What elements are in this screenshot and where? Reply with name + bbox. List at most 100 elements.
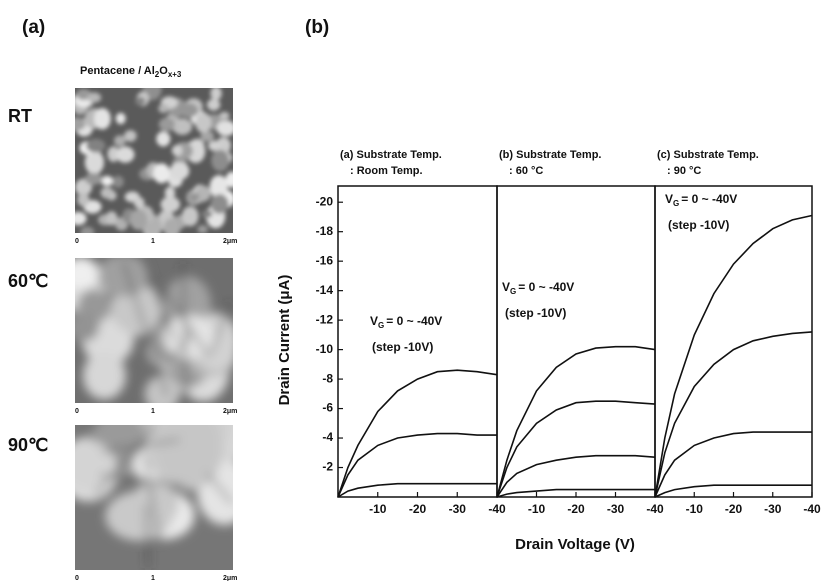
- afm-grain: [135, 97, 146, 106]
- annotation-text: = 0 ~ -40V: [386, 314, 442, 328]
- iv-plots: (a) Substrate Temp.: Room Temp.VG = 0 ~ -…: [316, 149, 821, 516]
- afm-grain: [215, 137, 231, 154]
- row-label: 90℃: [8, 435, 48, 455]
- afm-grain: [164, 186, 176, 200]
- y-tick-label: -14: [316, 283, 334, 297]
- x-tick-label: -40: [646, 502, 664, 516]
- afm-grain: [107, 146, 120, 162]
- afm-grain: [102, 176, 113, 187]
- annotation: VG = 0 ~ -40V: [665, 192, 737, 208]
- afm-grain: [163, 315, 216, 360]
- afm-grain: [189, 192, 200, 202]
- y-tick-label: -12: [316, 312, 334, 326]
- afm-boundary: [206, 473, 233, 505]
- y-tick-label: -18: [316, 224, 334, 238]
- iv-curve: [337, 369, 498, 498]
- plot-subtitle: : 60 °C: [509, 165, 543, 177]
- y-tick-label: -2: [322, 460, 333, 474]
- afm-grain: [197, 225, 208, 233]
- plot-title: (b) Substrate Temp.: [499, 149, 601, 161]
- afm-grain: [113, 135, 126, 147]
- afm-grain: [75, 117, 86, 131]
- annotation: VG = 0 ~ -40V: [502, 280, 574, 296]
- x-tick-label: -40: [803, 502, 821, 516]
- iv-curve: [654, 214, 813, 498]
- y-tick-label: -16: [316, 253, 334, 267]
- y-tick-label: -8: [322, 371, 333, 385]
- iv-curve: [337, 482, 497, 498]
- plot-panel: (c) Substrate Temp. : 90 °C VG = 0 ~ -40V (s…: [654, 149, 821, 516]
- afm-grain: [155, 425, 223, 491]
- afm-grain: [133, 197, 145, 209]
- afm-grain: [144, 375, 180, 403]
- iv-curve: [654, 331, 813, 498]
- afm-grain: [75, 441, 116, 493]
- afm-grain: [209, 175, 228, 199]
- afm-grain: [84, 150, 105, 175]
- scale-label: 0: [75, 575, 79, 581]
- plot-panel: (a) Substrate Temp.: Room Temp. VG = 0 ~ -…: [316, 149, 506, 516]
- afm-grain: [87, 92, 102, 103]
- plot-panel: (b) Substrate Temp. : 60 °C VG = 0 ~ -40V (s…: [496, 149, 664, 516]
- afm-grain: [169, 162, 190, 180]
- afm-grain: [195, 112, 212, 133]
- y-tick-label: -4: [322, 430, 333, 444]
- afm-grain: [105, 211, 118, 226]
- afm-grain: [124, 130, 137, 142]
- x-tick-label: -10: [686, 502, 704, 516]
- annotation-text: = 0 ~ -40V: [681, 192, 737, 206]
- afm-images: RT 0 1 2μm 60℃ 0 1 2μm 90℃ 0 1 2μm: [8, 88, 237, 581]
- afm-grain: [77, 192, 90, 207]
- afm-grain: [100, 187, 114, 199]
- afm-grain: [216, 120, 233, 137]
- annotation: VG = 0 ~ -40V: [370, 314, 442, 330]
- x-tick-label: -40: [488, 502, 506, 516]
- afm-grain: [206, 98, 221, 111]
- x-tick-label: -30: [607, 502, 625, 516]
- afm-grain: [86, 138, 106, 153]
- iv-curve: [496, 345, 656, 498]
- scale-label: 0: [75, 408, 79, 415]
- afm-grain: [163, 218, 181, 233]
- x-tick-label: -10: [528, 502, 546, 516]
- afm-grains: [75, 88, 233, 233]
- scale-label: 1: [151, 238, 155, 245]
- y-tick-label: -20: [316, 194, 334, 208]
- afm-title: Pentacene / Al2Ox+3: [80, 65, 182, 79]
- afm-grain: [160, 196, 181, 213]
- afm-grain: [84, 172, 102, 185]
- afm-grain: [210, 88, 222, 101]
- afm-grain: [105, 491, 173, 541]
- plot-subtitle: : Room Temp.: [350, 165, 423, 177]
- scale-label: 2μm: [223, 408, 237, 415]
- afm-grain: [181, 206, 199, 227]
- plot-title: (c) Substrate Temp.: [657, 149, 759, 161]
- afm-boundary: [94, 426, 156, 496]
- annotation-subscript: G: [673, 199, 679, 208]
- afm-boundary: [122, 261, 168, 397]
- annotation-main: V: [665, 192, 673, 206]
- afm-grains: [75, 425, 233, 568]
- x-tick-label: -20: [725, 502, 743, 516]
- afm-grain: [115, 146, 135, 163]
- afm-grain: [156, 131, 171, 147]
- row-label: 60℃: [8, 271, 48, 291]
- afm-boundary: [101, 438, 180, 453]
- afm-boundary: [142, 455, 162, 544]
- afm-image: [75, 425, 233, 570]
- panel-label: (b): [305, 17, 329, 38]
- afm-grain: [80, 226, 95, 233]
- afm-grain: [179, 103, 199, 118]
- afm-grain: [200, 130, 215, 142]
- annotation-note: (step -10V): [505, 306, 566, 320]
- annotation-note: (step -10V): [668, 218, 729, 232]
- iv-curve: [496, 454, 656, 498]
- afm-grain: [93, 108, 111, 130]
- afm-grain: [152, 163, 171, 184]
- afm-image: [75, 258, 233, 403]
- plot-subtitle: : 90 °C: [667, 165, 701, 177]
- iv-curve: [496, 400, 656, 498]
- panel-label: (a): [22, 17, 45, 38]
- afm-boundary: [100, 473, 186, 488]
- scale-label: 2μm: [223, 575, 237, 581]
